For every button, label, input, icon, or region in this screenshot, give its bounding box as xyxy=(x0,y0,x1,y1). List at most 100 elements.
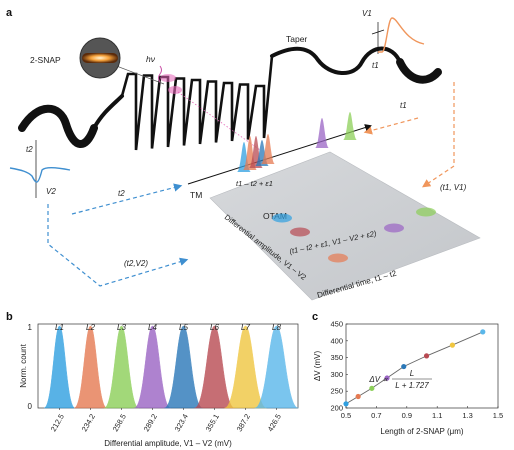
histogram-peak xyxy=(164,325,203,409)
taper-label: Taper xyxy=(286,34,307,44)
snap-bar xyxy=(82,53,118,63)
panel-c-label: c xyxy=(312,311,318,323)
y-tick-0: 0 xyxy=(28,402,33,411)
otam-blob xyxy=(272,213,292,223)
photon-beam xyxy=(160,74,176,82)
otam-blob xyxy=(384,223,404,233)
histogram-peaks: L1 212.5 L2 234.2 L3 258.5 L4 289.2 L5 323.4 L6 355… xyxy=(43,323,299,433)
tm-label: TM xyxy=(190,190,202,200)
scatter-point xyxy=(369,385,375,391)
scatter-point xyxy=(423,353,430,359)
right-taper-wire xyxy=(270,46,402,75)
x-tick-label: 355.1 xyxy=(204,412,221,433)
t1-arrow xyxy=(363,117,419,135)
x-tick-label: 1.3 xyxy=(462,411,472,420)
x-tick-label: 0.7 xyxy=(371,411,381,420)
histogram-peak xyxy=(43,325,76,409)
left-taper-wire xyxy=(92,94,124,130)
otam-blobs xyxy=(272,207,436,263)
meander-nanowire xyxy=(18,46,442,151)
x-tick-label: 426.5 xyxy=(266,412,283,433)
formula: ΔV ∝ L L + 1.727 xyxy=(368,369,432,390)
tm-axis-label: t1 – t2 + ε1 xyxy=(236,179,273,188)
peak-label: L4 xyxy=(148,323,157,332)
otam-blob xyxy=(290,227,310,237)
t1-arrow-label: t1 xyxy=(400,101,407,110)
meander-wire xyxy=(120,54,274,151)
x-axis-label-b: Differential amplitude, V1 – V2 (mV) xyxy=(104,439,232,448)
scatter-plot: 0.5 0.7 0.9 1.1 1.3 1.5 200 250 300 350 400 450 xyxy=(330,320,503,421)
tm-peak xyxy=(343,112,357,140)
tm-peak xyxy=(315,118,329,148)
x-tick-label: 1.5 xyxy=(493,411,503,420)
peak-label: L6 xyxy=(210,323,219,332)
y-tick-label: 350 xyxy=(330,353,343,362)
x-tick-label: 323.4 xyxy=(173,412,190,433)
left-bend-wire xyxy=(18,104,98,148)
y-axis-label-c: ΔV (mV) xyxy=(313,351,322,382)
y-tick-label: 250 xyxy=(330,387,343,396)
x-tick-label: 0.9 xyxy=(402,411,412,420)
right-bend-wire xyxy=(396,58,442,84)
panel-b-label: b xyxy=(6,311,13,323)
t2-arrow xyxy=(71,183,183,215)
peak-label: L5 xyxy=(179,323,188,332)
histogram-peak xyxy=(194,325,235,409)
tm-peaks xyxy=(237,112,357,172)
tm-axis xyxy=(187,124,372,185)
panel-c: c 0.5 0.7 0.9 1.1 1.3 1.5 200 250 300 350 400 450 Δ… xyxy=(312,311,503,436)
x-tick-label: 258.5 xyxy=(111,412,128,433)
x-tick-label: 289.2 xyxy=(142,412,159,433)
scatter-point xyxy=(449,342,455,348)
photon-label: hν xyxy=(146,54,156,64)
y-tick-label: 200 xyxy=(330,404,343,413)
x-tick-label: 234.2 xyxy=(80,412,97,433)
y-tick-label: 450 xyxy=(330,320,343,329)
y-tick-label: 400 xyxy=(330,336,343,345)
x-tick-label: 212.5 xyxy=(49,412,66,433)
histogram-peak xyxy=(254,325,299,409)
t2v2-path xyxy=(47,204,189,287)
snap-label: 2-SNAP xyxy=(30,55,61,65)
pulse-v2: t2 V2 xyxy=(9,140,71,198)
scatter-point xyxy=(401,363,407,370)
pulse-v1: V1 t1 xyxy=(362,9,425,70)
formula-num: L xyxy=(410,369,414,378)
t1v1-path xyxy=(422,82,455,188)
peak-label: L2 xyxy=(86,323,95,332)
y-tick-label: 300 xyxy=(330,370,343,379)
scatter-frame xyxy=(345,323,499,409)
formula-lhs: ΔV ∝ xyxy=(368,375,388,384)
t1-label: t1 xyxy=(372,61,379,70)
panel-a-label: a xyxy=(6,7,13,19)
photon-drop-line xyxy=(177,91,261,151)
v1-label: V1 xyxy=(362,9,372,18)
tm-peak xyxy=(261,134,275,164)
otam-blob xyxy=(416,207,436,217)
peak-label: L3 xyxy=(117,323,126,332)
y-tick-1: 1 xyxy=(28,323,33,332)
panel-b: b 1 0 Norm. count L1212.5L2234.2L3258.5L… xyxy=(6,311,299,448)
peak-label: L8 xyxy=(272,323,281,332)
photon-wiggle xyxy=(158,65,162,83)
formula-den: L + 1.727 xyxy=(395,381,429,390)
t1v1-label: (t1, V1) xyxy=(440,183,467,192)
histogram-peak xyxy=(134,325,171,409)
t2-pulse-label: t2 xyxy=(26,145,33,154)
histogram-peak xyxy=(73,325,108,409)
x-tick-label: 1.1 xyxy=(432,411,442,420)
y-axis-label-b: Norm. count xyxy=(19,343,28,387)
otam-blob xyxy=(328,253,348,263)
peak-label: L1 xyxy=(55,323,64,332)
photon-absorption xyxy=(168,86,182,94)
scatter-point xyxy=(355,393,361,400)
fit-line xyxy=(345,331,483,405)
t2-arrow-label: t2 xyxy=(118,189,125,198)
histogram-peak xyxy=(224,325,267,409)
x-tick-label: 0.5 xyxy=(341,411,351,420)
histogram-peak xyxy=(103,325,140,409)
scatter-point xyxy=(480,329,486,335)
v2-label: V2 xyxy=(46,187,56,196)
panel-a: a OTAM 2-SNAP hν Taper V1 t1 xyxy=(6,7,481,301)
